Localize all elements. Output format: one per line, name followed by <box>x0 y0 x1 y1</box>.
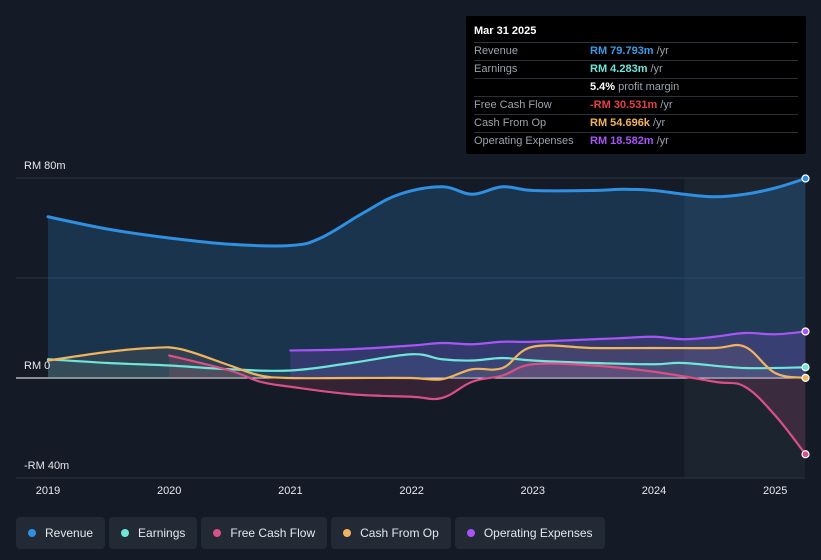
legend-item-revenue[interactable]: Revenue <box>16 517 106 549</box>
tooltip-row-value: RM 54.696k <box>590 117 650 129</box>
tooltip-row-unit: /yr <box>656 45 669 57</box>
tooltip-row-unit: /yr <box>656 135 669 147</box>
series-line-earnings <box>46 353 807 373</box>
legend-dot-icon <box>466 529 475 537</box>
x-tick-label: 2022 <box>399 485 424 497</box>
series-end-marker-earnings <box>801 363 810 372</box>
tooltip-row-label: Cash From Op <box>474 117 547 129</box>
y-tick-label: RM 0 <box>24 360 51 372</box>
x-tick-label: 2019 <box>35 485 61 497</box>
tooltip-row: Operating Expenses RM 18.582m/yr <box>474 133 798 150</box>
legend-label: Cash From Op <box>360 526 439 540</box>
series-line-operating-expenses <box>289 330 807 352</box>
chart-series-lines <box>46 177 807 456</box>
legend-dot-icon <box>213 529 222 537</box>
legend-dot-icon <box>121 529 130 537</box>
tooltip-row: Free Cash Flow -RM 30.531m/yr <box>474 97 798 115</box>
tooltip-row-value: RM 18.582m <box>590 135 654 147</box>
tooltip-row: 5.4% profit margin <box>474 79 798 97</box>
legend-label: Operating Expenses <box>483 526 593 540</box>
series-end-marker-cash-from-op <box>801 373 810 382</box>
x-tick-label: 2024 <box>641 485 667 497</box>
legend-label: Earnings <box>138 526 186 540</box>
tooltip-row-unit: /yr <box>652 117 666 129</box>
tooltip-row-unit: /yr <box>660 99 673 111</box>
chart-legend: Revenue Earnings Free Cash Flow Cash From O… <box>16 517 605 549</box>
tooltip-date: Mar 31 2025 <box>474 22 798 43</box>
series-end-marker-free-cash-flow <box>801 450 810 459</box>
y-tick-label: RM 80m <box>24 160 66 172</box>
tooltip-row-value: -RM 30.531m <box>590 99 658 111</box>
series-area-free-cash-flow <box>169 355 806 455</box>
series-line-cash-from-op <box>46 343 807 381</box>
x-tick-label: 2023 <box>520 485 546 497</box>
series-area-operating-expenses <box>290 331 806 378</box>
legend-item-operating-expenses[interactable]: Operating Expenses <box>454 517 605 549</box>
tooltip-row-unit: profit margin <box>618 81 680 93</box>
data-tooltip: Mar 31 2025 Revenue RM 79.793m/yr Earnings… <box>466 16 806 154</box>
series-area-revenue <box>48 178 806 378</box>
tooltip-row-label <box>474 79 590 96</box>
series-line-revenue <box>46 177 807 248</box>
legend-item-free-cash-flow[interactable]: Free Cash Flow <box>201 517 328 549</box>
series-line-free-cash-flow <box>168 354 807 456</box>
tooltip-row-label: Operating Expenses <box>474 135 574 147</box>
tooltip-row-value: RM 79.793m <box>590 45 654 57</box>
tooltip-row: Revenue RM 79.793m/yr <box>474 43 798 61</box>
legend-item-earnings[interactable]: Earnings <box>109 517 198 549</box>
series-area-cash-from-op <box>48 344 806 380</box>
y-tick-label: -RM 40m <box>24 460 70 472</box>
tooltip-row: Cash From Op RM 54.696k/yr <box>474 115 798 133</box>
x-tick-label: 2021 <box>278 485 303 497</box>
x-tick-label: 2025 <box>762 485 788 497</box>
legend-dot-icon <box>28 529 36 537</box>
tooltip-row: Earnings RM 4.283m/yr <box>474 61 798 79</box>
chart-end-markers <box>801 174 810 459</box>
tooltip-row-label: Earnings <box>474 63 518 75</box>
tooltip-row-unit: /yr <box>650 63 663 75</box>
tooltip-row-value: RM 4.283m <box>590 63 648 75</box>
legend-item-cash-from-op[interactable]: Cash From Op <box>331 517 451 549</box>
legend-label: Revenue <box>45 526 94 540</box>
legend-dot-icon <box>343 529 352 537</box>
tooltip-row-value: 5.4% <box>590 81 616 93</box>
tooltip-row-label: Free Cash Flow <box>474 99 552 111</box>
tooltip-row-label: Revenue <box>474 45 519 57</box>
x-tick-label: 2020 <box>156 485 182 497</box>
series-end-marker-revenue <box>801 174 810 183</box>
legend-label: Free Cash Flow <box>230 526 316 540</box>
series-end-marker-operating-expenses <box>801 327 810 336</box>
